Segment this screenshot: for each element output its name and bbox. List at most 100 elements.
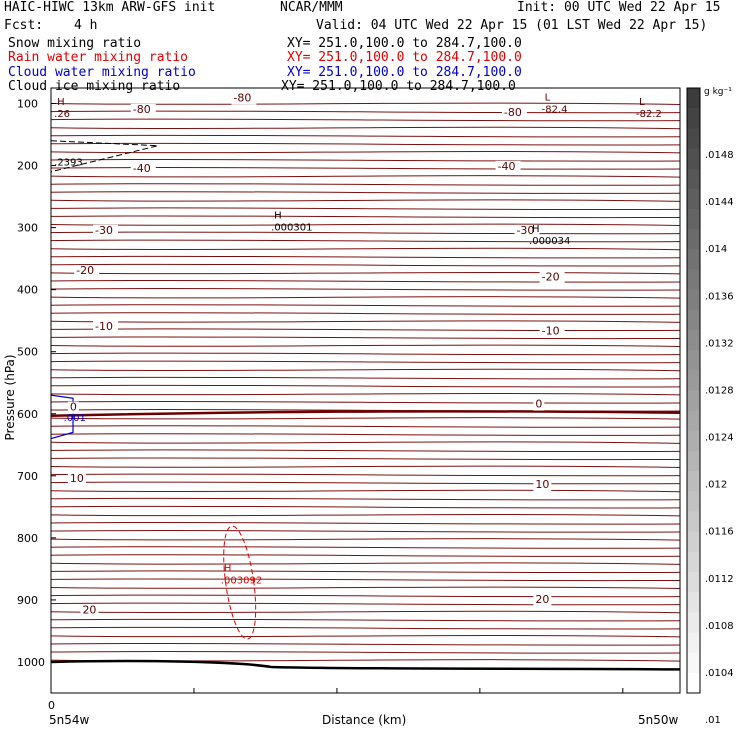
isotherm-line — [50, 296, 681, 299]
isotherm-line — [50, 602, 681, 606]
colorbar-swatch — [687, 88, 700, 109]
colorbar-swatch — [687, 390, 700, 412]
isotherm-line — [50, 425, 681, 428]
x-tick-label: 0 — [48, 699, 55, 712]
colorbar-swatch — [687, 229, 700, 250]
colorbar-swatch — [687, 249, 700, 270]
isotherm-line — [50, 183, 681, 186]
colorbar-tick-label: .0144 — [705, 197, 734, 208]
colorbar-tick-label: .0104 — [705, 668, 734, 679]
isotherm-label-bg — [514, 224, 540, 237]
isotherm-label: 0 — [70, 401, 77, 414]
isotherm-line — [50, 150, 681, 154]
cloud-water-contour — [50, 394, 74, 440]
isotherm-line — [50, 441, 681, 444]
colorbar-tick-label: .0148 — [705, 150, 734, 161]
isotherm-label-bg — [67, 473, 86, 486]
extremum-marker: H — [224, 563, 232, 574]
isotherm-line — [50, 594, 681, 598]
colorbar-swatch — [687, 128, 700, 149]
mixing-ratio-contours — [50, 140, 257, 640]
colorbar-tick-label: .0108 — [705, 621, 734, 632]
isotherm-label-bg — [501, 106, 527, 119]
field-name-rain: Rain water mixing ratio — [8, 50, 189, 65]
isotherm-line — [50, 142, 681, 146]
x-endpoint-right: 5n50w — [638, 713, 679, 727]
extremum-value: .000034 — [529, 236, 570, 247]
colorbar-swatch — [687, 370, 700, 391]
isotherm-line — [50, 513, 681, 517]
isotherm-label-bg — [231, 92, 257, 105]
isotherm-line — [50, 538, 681, 541]
isotherm-line — [50, 336, 681, 340]
isotherm-line — [50, 642, 681, 646]
isotherm-label: 0 — [535, 398, 542, 411]
isotherm-line — [50, 255, 681, 259]
extremum-value: .000301 — [271, 222, 312, 233]
isotherm-line — [50, 175, 681, 178]
field-xy-snow: XY= 251.0,100.0 to 284.7,100.0 — [287, 36, 522, 51]
isotherm-line — [50, 191, 681, 194]
isotherm-line — [50, 562, 681, 565]
isotherm-label-bg — [539, 325, 565, 338]
isotherm-label: -40 — [133, 162, 151, 175]
isotherm-line — [50, 634, 681, 638]
contour-labels: -80 -80 -80 -40 -40 -30 -30 -20 -20 -10 -10 0 0 10 10 2… — [54, 92, 662, 617]
isotherm-line — [50, 239, 681, 243]
x-axis-label: Distance (km) — [322, 713, 406, 727]
colorbar-tick-label: .0132 — [705, 338, 734, 349]
isotherm-line — [50, 231, 681, 235]
isotherm-line — [50, 158, 681, 162]
isotherm-line — [50, 489, 681, 493]
isotherm-line — [50, 449, 681, 453]
extremum-value: .003092 — [221, 575, 262, 586]
isotherm-line — [50, 312, 681, 315]
colorbar-swatch — [687, 451, 700, 472]
colorbar-swatch — [687, 410, 700, 432]
colorbar-swatch — [687, 209, 700, 230]
isotherm-line — [50, 271, 681, 275]
colorbar-swatch — [687, 531, 700, 553]
org-label: NCAR/MMM — [280, 0, 343, 15]
isotherm-line — [50, 586, 681, 590]
isotherm-line — [50, 360, 681, 364]
colorbar-swatch — [687, 188, 700, 210]
colorbar-tick-label: .0136 — [705, 291, 734, 302]
isotherm-line — [50, 618, 681, 622]
x-endpoint-left: 5n54w — [49, 713, 90, 727]
isotherm-line — [50, 352, 681, 356]
isotherm-label-bg — [67, 401, 79, 414]
y-tick-label: 600 — [17, 408, 38, 421]
freezing-level-line — [50, 410, 681, 418]
plot-frame — [50, 87, 681, 694]
y-tick-label: 100 — [17, 98, 38, 111]
isotherm-line — [50, 247, 681, 251]
colorbar-tick-label: .0124 — [705, 433, 734, 444]
field-xy-rain: XY= 251.0,100.0 to 284.7,100.0 — [287, 50, 522, 65]
isotherm-label: -10 — [542, 324, 560, 337]
valid-time: Valid: 04 UTC Wed 22 Apr 15 (01 LST Wed … — [316, 18, 708, 33]
isotherm-line — [50, 320, 681, 323]
isotherm-line — [50, 570, 681, 574]
field-xy-cloud-water: XY= 251.0,100.0 to 284.7,100.0 — [287, 65, 522, 80]
isotherm-label-bg — [539, 271, 565, 284]
field-xy-cloud-ice: XY= 251.0,100.0 to 284.7,100.0 — [281, 79, 516, 94]
isotherm-line — [50, 465, 681, 469]
y-tick-label: 400 — [17, 284, 38, 297]
isotherm-label-bg — [495, 160, 521, 173]
isotherm-line — [50, 207, 681, 211]
extremum-marker: L — [545, 92, 551, 103]
colorbar-swatch — [687, 572, 700, 593]
isotherm-line — [50, 473, 681, 477]
isotherm-label: 10 — [535, 478, 549, 491]
isotherm-line — [50, 529, 681, 533]
isotherm-line — [50, 650, 681, 654]
y-tick-label: 700 — [17, 470, 38, 483]
isotherm-line — [50, 344, 681, 348]
isotherm-label: -20 — [76, 264, 94, 277]
colorbar-swatch — [687, 330, 700, 351]
colorbar-swatch — [687, 491, 700, 512]
field-name-cloud-water: Cloud water mixing ratio — [8, 65, 196, 80]
isotherm-line — [50, 215, 681, 219]
